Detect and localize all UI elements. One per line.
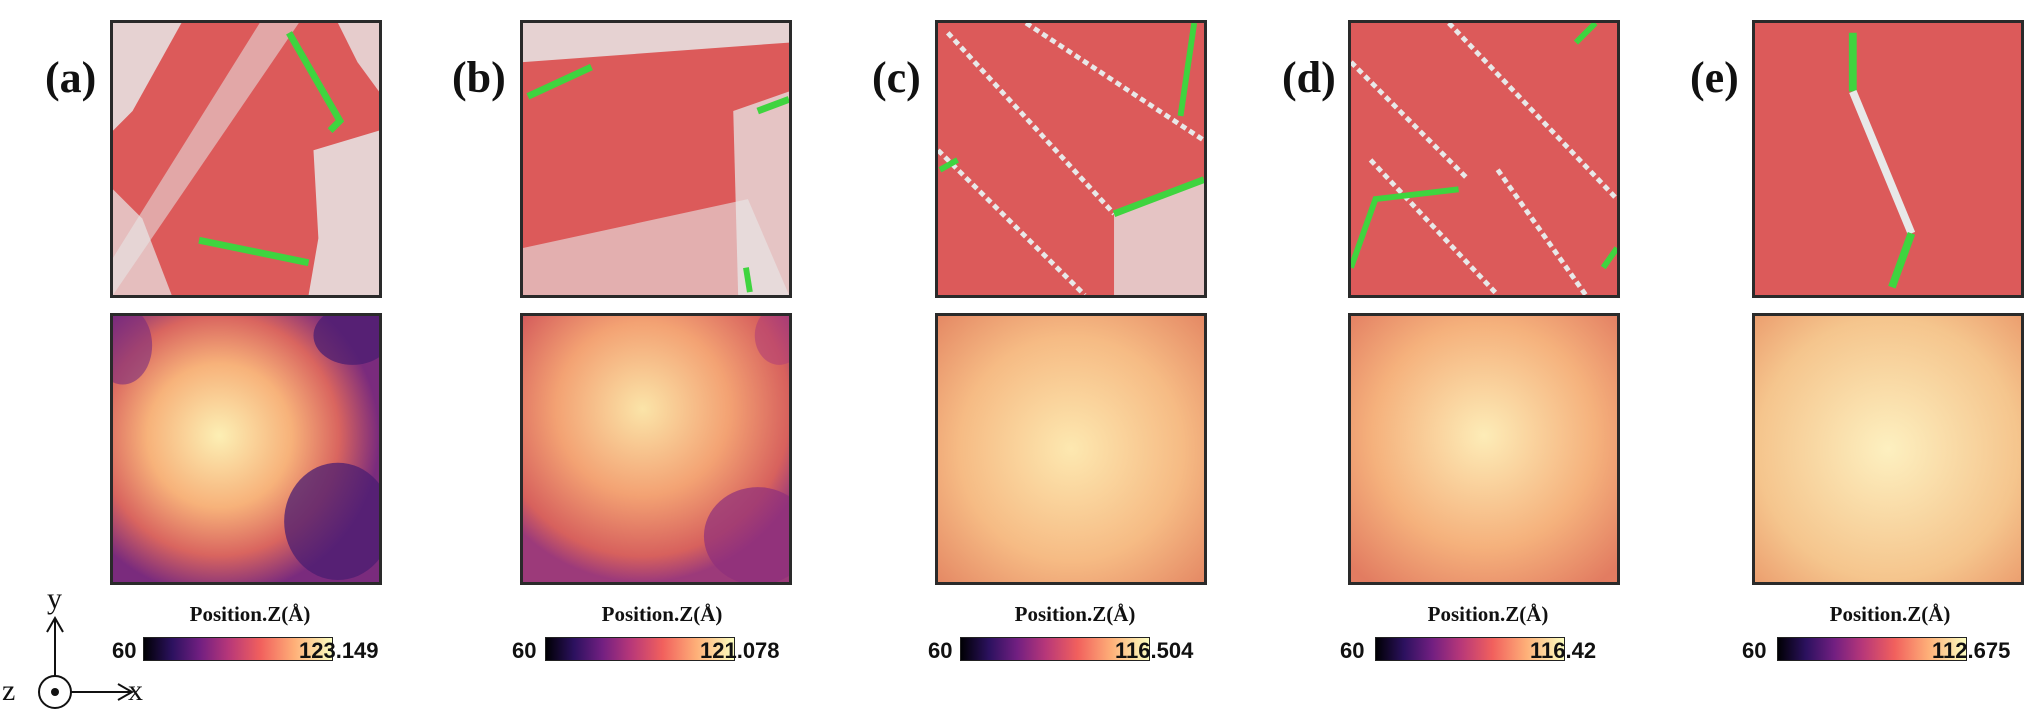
- height-map-d: [1348, 313, 1620, 585]
- colorbar-e: [1777, 637, 1967, 661]
- colorbar-c: [960, 637, 1150, 661]
- colorbar-min-c: 60: [928, 638, 953, 663]
- structure-map-d: [1348, 20, 1620, 298]
- colorbar-max-a: 123.149: [299, 638, 379, 663]
- structure-map-c: [935, 20, 1207, 298]
- colorbar-title-d: Position.Z(Å): [1427, 602, 1549, 626]
- colorbar-max-e: 112.675: [1932, 638, 2011, 663]
- axes-arrows-icon: [38, 615, 135, 709]
- panel-label-c: (c): [872, 53, 921, 102]
- colorbar-b: [545, 637, 735, 661]
- height-map-c: [935, 313, 1207, 585]
- panel-label-e: (e): [1690, 53, 1739, 102]
- colorbar-title-e: Position.Z(Å): [1829, 602, 1951, 626]
- structure-map-e: [1752, 20, 2024, 298]
- axis-y-label: y: [47, 582, 62, 615]
- colorbar-min-d: 60: [1340, 638, 1365, 663]
- colorbar-a: [143, 637, 333, 661]
- panel-label-d: (d): [1282, 53, 1336, 102]
- panel-label-a: (a): [45, 53, 97, 102]
- colorbar-min-a: 60: [112, 638, 137, 663]
- axis-z-label: z: [2, 674, 16, 707]
- height-map-e: [1752, 313, 2024, 585]
- colorbar-min-e: 60: [1742, 638, 1767, 663]
- structure-map-b: [520, 20, 792, 298]
- colorbar-title-c: Position.Z(Å): [1014, 602, 1136, 626]
- height-map-a: [110, 313, 382, 585]
- colorbar-max-d: 116.42: [1530, 638, 1597, 663]
- panel-label-b: (b): [452, 53, 506, 102]
- height-map-b: [520, 313, 792, 585]
- colorbar-min-b: 60: [512, 638, 537, 663]
- colorbar-title-b: Position.Z(Å): [601, 602, 723, 626]
- colorbar-title-a: Position.Z(Å): [189, 602, 311, 626]
- axis-x-label: x: [128, 674, 143, 707]
- colorbar-d: [1375, 637, 1565, 661]
- colorbar-max-c: 116.504: [1115, 638, 1194, 663]
- colorbar-max-b: 121.078: [700, 638, 780, 663]
- structure-map-a: [110, 20, 382, 298]
